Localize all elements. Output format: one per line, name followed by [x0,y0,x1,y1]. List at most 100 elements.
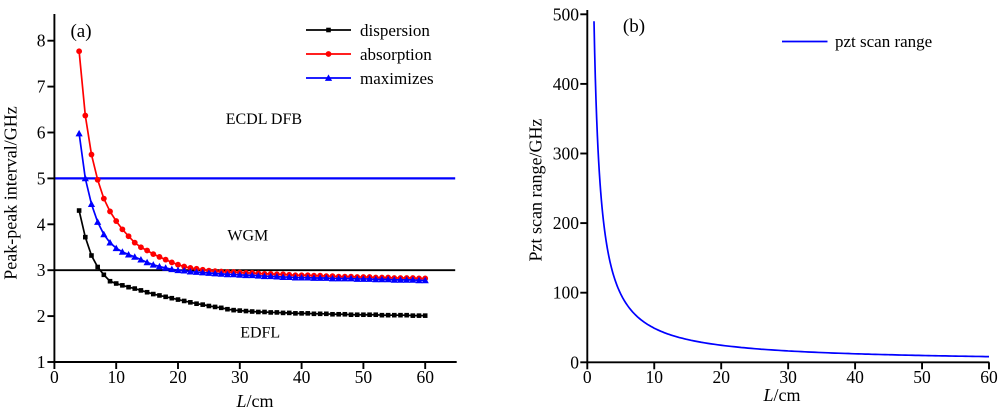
series-maximizes-marker [162,264,170,271]
panel-b-axes: 0 10 20 30 40 50 60 0 100 200 300 400 500 [553,4,998,387]
series-maximizes-marker [100,230,108,238]
panel-a-reference-lines [54,177,456,272]
panel-b-x-tick-label: 10 [646,367,664,387]
series-dispersion-marker [194,301,199,307]
series-dispersion-marker [324,311,329,317]
series-dispersion-marker [330,311,335,317]
legend-label-pzt-scan-range: pzt scan range [835,32,932,51]
series-absorption-marker [82,112,89,119]
series-dispersion-marker [169,295,175,301]
series-maximizes-marker [180,267,188,274]
series-dispersion-marker [157,293,162,298]
series-maximizes-marker [409,276,417,283]
panel-b-y-tick-label: 500 [553,4,580,24]
series-dispersion-marker [138,288,144,293]
series-dispersion-marker [101,272,107,278]
series-dispersion-marker [200,302,206,307]
series-pzt-scan-range-line [593,21,989,358]
series-dispersion-marker [249,309,255,314]
series-maximizes-marker [174,266,182,274]
panel-a-axes: 0 10 20 30 40 50 60 1 2 3 4 5 6 7 8 [37,14,457,387]
series-maximizes-marker [236,271,244,278]
series-maximizes-marker [106,239,114,246]
series-absorption-marker [113,218,120,224]
series-maximizes-marker [211,269,219,277]
series-dispersion-marker [113,281,119,286]
series-dispersion-marker [404,312,409,318]
panel-b-y-tick-label: 400 [553,74,580,94]
series-maximizes-marker [155,262,164,270]
series-dispersion-marker [361,312,366,318]
panel-a-label: (a) [70,21,91,42]
series-maximizes-marker [304,273,312,281]
panel-a-y-tick-label: 4 [37,214,46,234]
series-dispersion-marker [274,310,280,315]
series-absorption-marker [100,195,107,202]
series-maximizes-marker [260,272,269,280]
series-maximizes-marker [205,269,213,276]
legend-label-dispersion: dispersion [360,21,430,40]
panel-a-y-tick-label: 5 [37,168,46,188]
series-maximizes-marker [291,273,300,281]
series-dispersion-marker [385,312,391,318]
series-maximizes-marker [359,275,367,282]
panel-a-x-tick-label: 40 [293,367,311,387]
series-dispersion-marker [188,300,193,305]
series-maximizes-marker [298,273,306,281]
series-absorption-marker [94,176,101,183]
series-maximizes-marker [87,200,96,208]
panel-b-y-tick-label: 100 [553,283,580,303]
panel-a-x-tick-label: 0 [50,367,59,387]
series-dispersion-marker [416,313,422,318]
series-absorption-marker [150,251,157,258]
series-dispersion-line [78,210,426,317]
series-absorption-marker [144,247,151,254]
series-dispersion-marker [367,312,372,318]
panel-b-x-tick-label: 50 [913,367,931,387]
series-maximizes-marker [118,248,126,255]
series-maximizes-marker [131,253,139,260]
panel-a-x-tick-label: 20 [169,367,187,387]
series-absorption-marker [125,233,132,240]
series-absorption-marker [76,48,83,55]
series-absorption-marker [156,253,163,260]
panel-a-annotation-wgm: WGM [227,227,268,244]
panel-b-y-axis-title: Pzt scan range/GHz [526,119,546,262]
series-dispersion-marker [379,312,385,318]
series-absorption-marker [175,261,181,268]
series-maximizes-marker [347,274,355,282]
series-dispersion-marker [422,313,428,318]
series-dispersion-marker [206,303,212,309]
series-dispersion-marker [348,312,354,318]
series-dispersion-marker [243,308,249,314]
series-maximizes-marker [143,258,151,266]
series-absorption-marker [119,226,126,233]
series-dispersion-marker [120,283,125,288]
series-maximizes-marker [199,268,207,276]
legend-marker-dispersion [326,27,331,33]
panel-b-y-tick-label: 300 [553,144,580,164]
series-absorption-marker [138,244,144,251]
series-dispersion-marker [89,253,94,258]
legend-marker-absorption [325,51,332,57]
legend-label-absorption: absorption [360,45,432,64]
series-dispersion-marker [398,312,403,318]
panel-a-y-tick-label: 6 [37,123,46,143]
panel-a-y-tick-label: 7 [37,77,46,97]
series-dispersion-marker [126,284,131,290]
series-absorption-marker [187,265,194,271]
series-dispersion-marker [132,286,138,291]
panel-b-x-tick-label: 0 [583,367,592,387]
series-dispersion-marker [293,311,298,316]
series-dispersion-marker [83,234,88,240]
series-maximizes-marker [94,218,102,225]
series-maximizes-marker [124,250,133,258]
series-dispersion-marker [256,309,261,315]
panel-a-x-axis-title: L/cm [235,391,273,411]
series-dispersion-marker [354,312,360,318]
series-maximizes-marker [396,276,405,283]
series-maximizes-marker [372,275,380,283]
series-dispersion-marker [225,306,230,312]
panel-a-x-tick-label: 50 [355,367,373,387]
series-maximizes-marker [310,274,318,281]
